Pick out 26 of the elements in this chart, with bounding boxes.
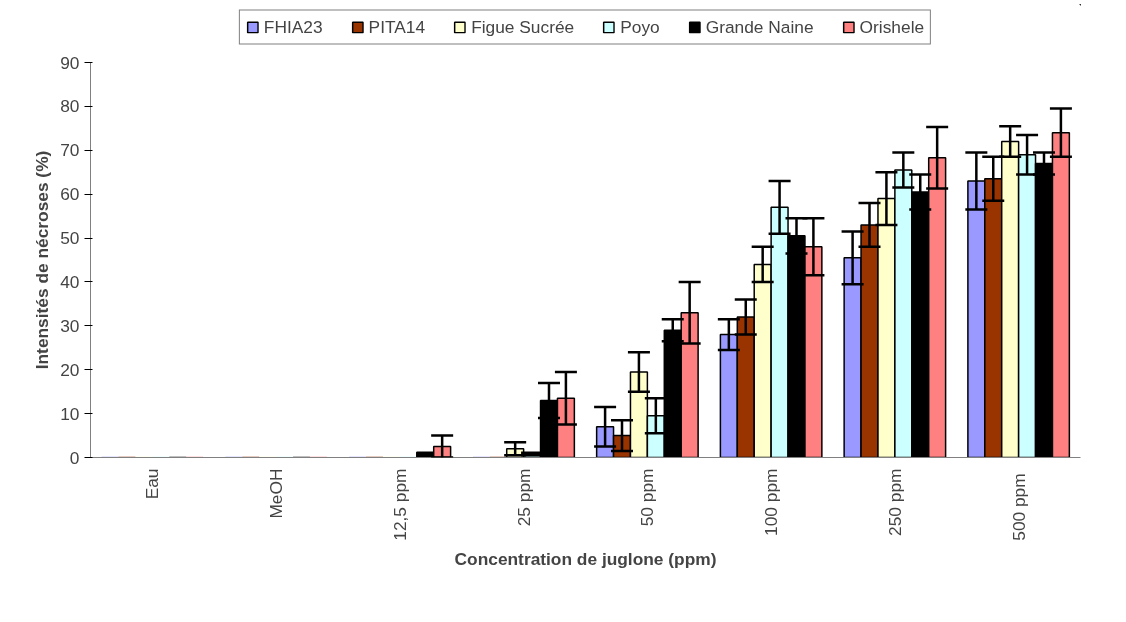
- x-tick-label: Eau: [142, 468, 163, 500]
- y-tick-label: 40: [60, 271, 80, 292]
- x-tick-label: 50 ppm: [637, 468, 658, 527]
- y-axis-title: Intensités de nécroses (%): [32, 150, 53, 370]
- y-tick-label: 80: [60, 96, 80, 117]
- legend-label: Poyo: [620, 16, 660, 38]
- legend-label: Figue Sucrée: [471, 16, 575, 38]
- y-tick-label: 70: [60, 140, 80, 161]
- y-tick-label: 90: [60, 52, 80, 73]
- x-tick-label: 25 ppm: [513, 468, 534, 527]
- legend-label: FHIA23: [263, 16, 323, 38]
- x-tick-label: 100 ppm: [761, 468, 782, 536]
- legend-label: Orishele: [859, 16, 925, 38]
- y-tick-label: 20: [60, 359, 80, 380]
- x-tick-label: 250 ppm: [884, 468, 905, 536]
- y-tick-label: 10: [60, 403, 80, 424]
- x-tick-label: 500 ppm: [1008, 473, 1029, 541]
- x-tick-label: MeOH: [266, 468, 287, 519]
- x-axis-title: Concentration de juglone (ppm): [454, 548, 717, 569]
- y-tick-label: 60: [60, 184, 80, 205]
- x-tick-label: 12,5 ppm: [389, 468, 410, 541]
- legend-label: Grande Naine: [705, 16, 814, 38]
- y-tick-label: 30: [60, 315, 80, 336]
- y-tick-label: 50: [60, 228, 80, 249]
- y-tick-label: 0: [69, 447, 80, 468]
- legend-label: PITA14: [368, 16, 426, 38]
